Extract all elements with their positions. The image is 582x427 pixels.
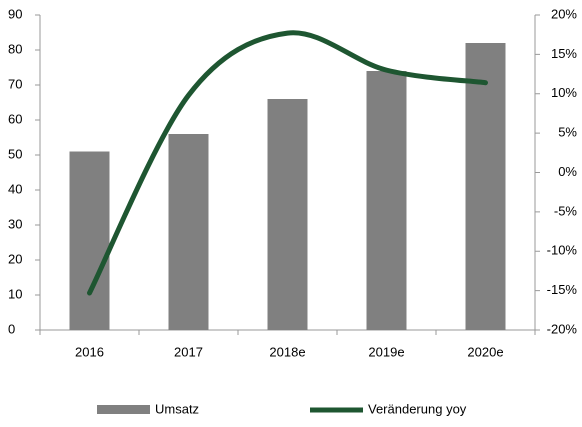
- bar: [168, 134, 209, 330]
- y-tick-label: 20: [8, 251, 22, 266]
- y-tick-label: 30: [8, 216, 22, 231]
- legend-label: Veränderung yoy: [368, 401, 467, 416]
- y-tick-label: 40: [8, 181, 22, 196]
- y-tick-label: 10: [8, 286, 22, 301]
- y2-tick-label: -20%: [547, 321, 578, 336]
- legend-label: Umsatz: [155, 401, 199, 416]
- y2-tick-label: 0%: [558, 164, 577, 179]
- bar: [366, 71, 407, 330]
- y-tick-label: 80: [8, 41, 22, 56]
- legend-swatch: [97, 405, 150, 414]
- y2-tick-label: 15%: [551, 46, 577, 61]
- y2-tick-label: -15%: [547, 282, 578, 297]
- y-tick-label: 50: [8, 146, 22, 161]
- x-tick-label: 2017: [174, 344, 203, 359]
- bar: [69, 151, 110, 330]
- y2-tick-label: -10%: [547, 243, 578, 258]
- bar: [465, 43, 506, 330]
- y-tick-label: 70: [8, 76, 22, 91]
- y2-tick-label: 20%: [551, 6, 577, 21]
- x-tick-label: 2018e: [269, 344, 305, 359]
- bar: [267, 99, 308, 330]
- x-tick-label: 2019e: [368, 344, 404, 359]
- line: [87, 30, 488, 296]
- x-tick-label: 2020e: [467, 344, 503, 359]
- y-tick-label: 60: [8, 111, 22, 126]
- y-tick-label: 90: [8, 6, 22, 21]
- x-tick-label: 2016: [75, 344, 104, 359]
- y2-tick-label: 5%: [558, 125, 577, 140]
- y2-tick-label: -5%: [554, 203, 578, 218]
- y-tick-label: 0: [8, 321, 15, 336]
- y2-tick-label: 10%: [551, 85, 577, 100]
